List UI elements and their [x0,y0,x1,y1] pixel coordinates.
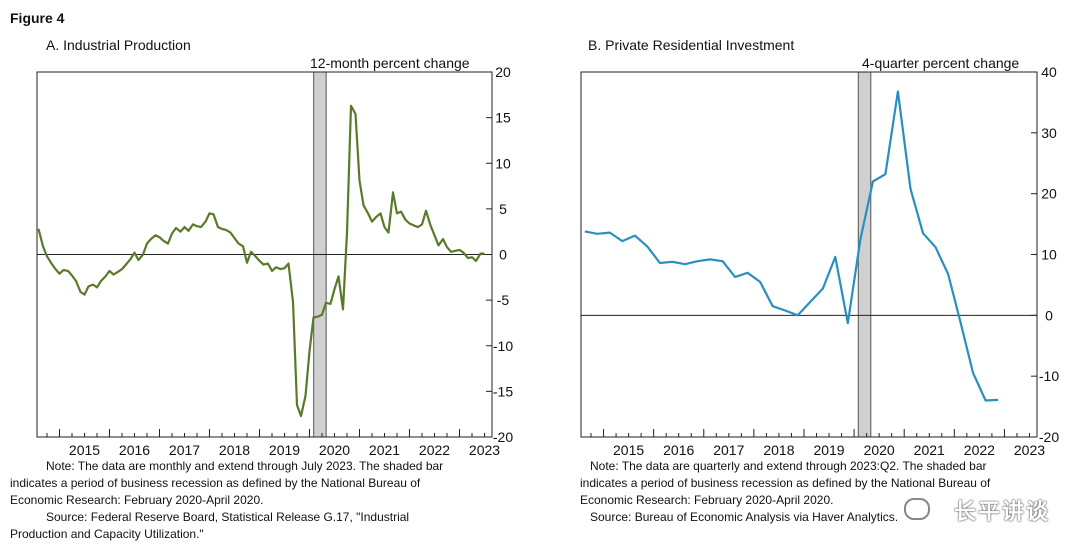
panel-a-notes: Note: The data are monthly and extend th… [10,458,460,543]
panel-b-x-tick-label: 2021 [914,442,945,458]
panel-a-x-tick-label: 2022 [419,442,450,458]
panel-a-title: A. Industrial Production [46,37,191,53]
panel-b-y-tick-label: -10 [1039,368,1059,384]
panel-a-y-tick-label: -15 [493,383,513,399]
panel-b-x-tick-label: 2020 [864,442,895,458]
panel-b-y-tick-label: 10 [1041,247,1057,263]
panel-a-series-line [37,104,485,418]
panel-b-x-tick-label: 2023 [1014,442,1045,458]
panel-b-y-tick-label: 20 [1041,186,1057,202]
panel-b-recession-bar [857,71,872,438]
panel-a-unit-label: 12-month percent change [310,55,470,71]
panel-a-x-tick-label: 2021 [369,442,400,458]
panel-b-source: Source: Bureau of Economic Analysis via … [590,510,899,524]
panel-b-x-tick-label: 2016 [663,442,694,458]
panel-a-y-tick-label: 10 [495,155,511,171]
watermark-text: 长平讲谈 [953,499,1050,524]
panel-a-source: Source: Federal Reserve Board, Statistic… [10,510,410,541]
panel-b-plot-frame [580,71,1038,438]
panel-b-series-line [584,90,999,402]
panel-b-note: Note: The data are quarterly and extend … [580,459,991,507]
panel-b-title: B. Private Residential Investment [588,37,795,53]
panel-b-y-tick-label: -20 [1039,429,1059,445]
panel-b-x-tick-label: 2022 [964,442,995,458]
panel-a-y-tick-label: 20 [495,64,511,80]
panel-a-y-tick-label: -10 [493,338,513,354]
panel-b-y-tick-label: 0 [1045,307,1053,323]
panel-a-x-tick-label: 2016 [119,442,150,458]
panel-b-y-tick-label: 40 [1041,64,1057,80]
panel-a-y-tick-label: -5 [497,292,510,308]
panel-b-x-tick-label: 2018 [763,442,794,458]
panel-a-note: Note: The data are monthly and extend th… [10,459,444,507]
panel-a-x-tick-label: 2020 [319,442,350,458]
figure-title: Figure 4 [10,10,65,26]
panel-b-unit-label: 4-quarter percent change [862,55,1020,71]
panel-b-x-tick-label: 2019 [813,442,844,458]
panel-a-x-tick-label: 2018 [219,442,250,458]
panel-a-y-tick-label: 5 [499,201,507,217]
panel-a-x-tick-label: 2017 [169,442,200,458]
panel-a-x-tick-label: 2019 [269,442,300,458]
panel-a-y-tick-label: -20 [493,429,513,445]
panel-a-y-tick-label: 0 [499,247,507,263]
watermark-icon [904,498,930,520]
panel-b-notes: Note: The data are quarterly and extend … [580,458,1030,526]
panel-b-y-tick-label: 30 [1041,125,1057,141]
panel-a-x-tick-label: 2015 [69,442,100,458]
panel-b-x-tick-label: 2017 [713,442,744,458]
panel-a-y-tick-label: 15 [495,110,511,126]
panel-a-x-tick-label: 2023 [469,442,500,458]
panel-b-x-tick-label: 2015 [613,442,644,458]
